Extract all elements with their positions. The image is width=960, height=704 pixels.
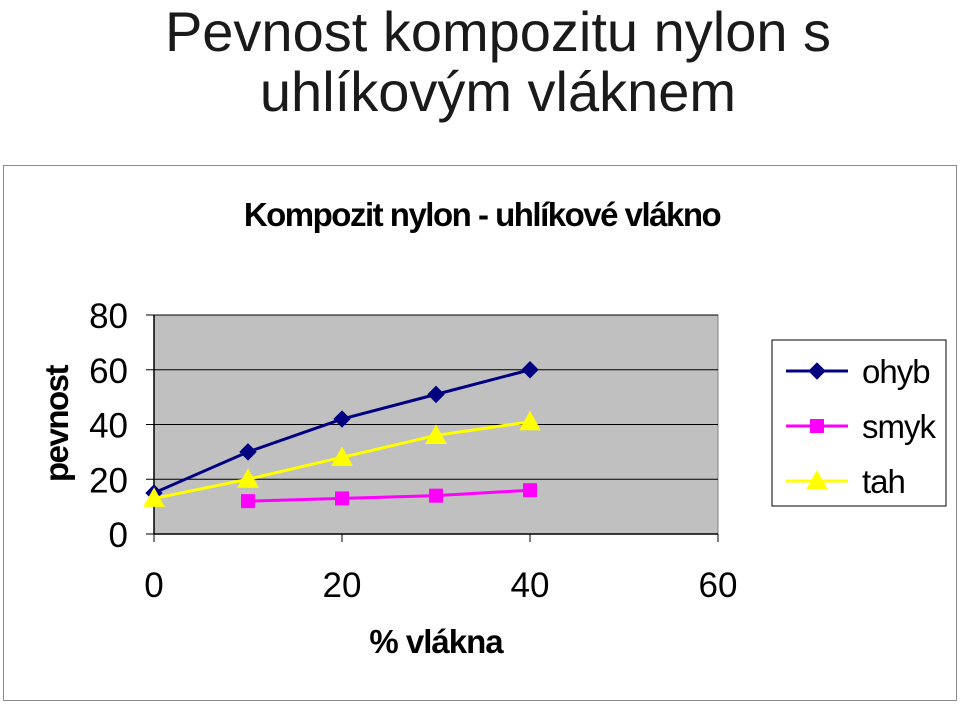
legend-marker-smyk xyxy=(810,419,824,433)
chart-title: Kompozit nylon - uhlíkové vlákno xyxy=(244,196,721,233)
data-point-tah xyxy=(331,446,353,466)
legend-marker-ohyb xyxy=(808,362,826,380)
series-line-smyk xyxy=(247,488,531,503)
x-tick-label: 0 xyxy=(144,566,163,605)
slide-title: Pevnost kompozitu nylon s uhlíkovým vlák… xyxy=(0,2,960,122)
legend-label-ohyb: ohyb xyxy=(862,353,930,390)
data-point-smyk xyxy=(429,488,443,503)
data-point-tah xyxy=(237,468,259,488)
data-point-tah xyxy=(425,424,447,444)
data-point-ohyb xyxy=(427,385,445,404)
y-tick-label: 20 xyxy=(89,461,128,500)
legend-marker-tah xyxy=(806,469,828,490)
data-point-smyk xyxy=(335,491,349,506)
data-point-smyk xyxy=(241,494,255,509)
slide-title-line1: Pevnost kompozitu nylon s xyxy=(164,0,832,63)
y-axis-title: pevnost xyxy=(38,364,75,482)
legend-label-tah: tah xyxy=(862,463,905,500)
x-tick-label: 20 xyxy=(323,566,362,605)
y-tick-label: 80 xyxy=(89,297,128,336)
x-axis-title: % vlákna xyxy=(369,623,504,660)
x-tick-label: 60 xyxy=(699,566,738,605)
data-point-tah xyxy=(519,410,541,431)
data-point-smyk xyxy=(523,483,537,498)
data-point-ohyb xyxy=(521,361,539,379)
slide-title-line2: uhlíkovým vláknem xyxy=(259,60,737,123)
y-tick-label: 0 xyxy=(109,516,128,555)
data-point-ohyb xyxy=(239,443,257,461)
data-point-ohyb xyxy=(333,410,351,428)
y-tick-label: 40 xyxy=(89,407,128,446)
data-point-tah xyxy=(143,487,165,507)
y-tick-label: 60 xyxy=(89,352,128,391)
legend-label-smyk: smyk xyxy=(862,408,936,445)
legend-box xyxy=(771,339,947,507)
x-tick-label: 40 xyxy=(511,566,550,605)
